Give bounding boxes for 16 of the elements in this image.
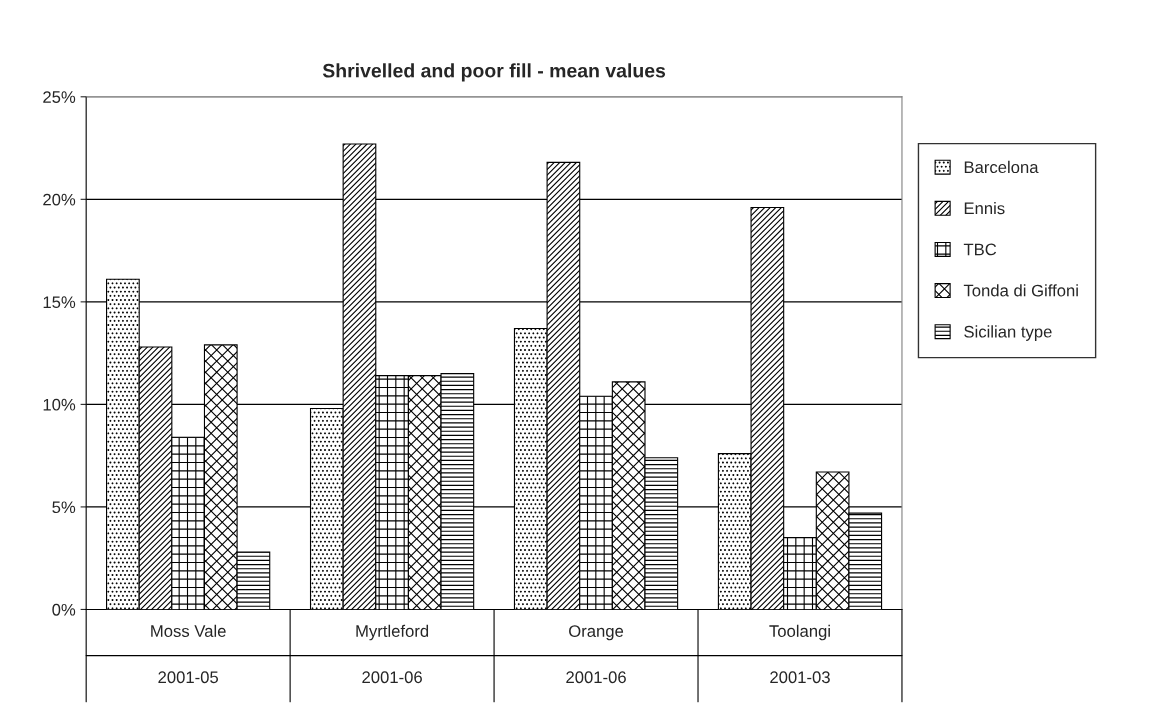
category-label: Moss Vale 2001-05 <box>151 624 226 684</box>
y-tick-label: 20% <box>43 193 76 206</box>
y-tick-label: 5% <box>52 501 76 514</box>
legend-label: Ennis <box>964 201 1005 215</box>
y-tick-label: 15% <box>43 296 76 309</box>
legend-label: Sicilian type <box>964 325 1052 341</box>
legend-label: Tonda di Giffoni <box>963 284 1078 297</box>
chart-title: Shrivelled and poor fill - mean values <box>322 63 666 82</box>
y-tick-label: 0% <box>52 603 76 616</box>
category-label: Toolangi 2001-03 <box>769 624 830 684</box>
y-tick-label: 25% <box>43 91 76 103</box>
legend-label: TBC <box>963 243 997 256</box>
y-tick-label: 10% <box>43 398 76 411</box>
category-label: Orange 2001-06 <box>566 625 626 684</box>
legend-label: Barcelona <box>964 160 1039 174</box>
category-label: Myrtleford 2001-06 <box>356 624 429 684</box>
